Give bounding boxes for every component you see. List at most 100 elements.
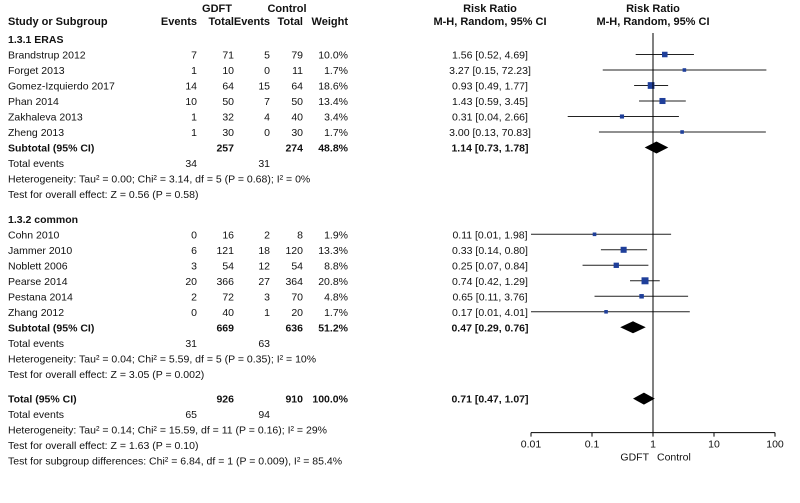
pooled-weight: 100.0% [312,394,348,406]
study-events-gdft: 20 [185,276,197,288]
study-ci-text: 1.56 [0.52, 4.69] [452,50,528,62]
study-events-gdft: 0 [191,307,197,319]
total-events-control: 94 [258,409,270,421]
study-name: Jammer 2010 [8,245,72,257]
study-weight: 3.4% [324,112,348,124]
study-weight: 10.0% [318,50,348,62]
study-total-gdft: 30 [222,127,234,139]
effect-square [592,232,597,237]
study-ci-text: 0.25 [0.07, 0.84] [452,260,528,272]
study-total-control: 54 [291,260,303,272]
effect-square [659,97,666,105]
header-events1: Events [161,16,197,28]
header-rr-title-text: Risk Ratio [463,3,517,15]
overall-effect-text: Test for overall effect: Z = 3.05 (P = 0… [8,369,204,381]
heterogeneity-text: Heterogeneity: Tau² = 0.04; Chi² = 5.59,… [8,353,316,365]
total-events-gdft: 65 [185,409,197,421]
total-events-label: Total events [8,158,64,170]
study-name: Zhang 2012 [8,307,64,319]
study-total-control: 8 [297,229,303,241]
study-weight: 1.7% [324,127,348,139]
study-name: Phan 2014 [8,96,59,108]
study-total-gdft: 50 [222,96,234,108]
header-method-text: M-H, Random, 95% CI [433,16,546,28]
header-group2: Control [267,3,306,15]
study-weight: 4.8% [324,291,348,303]
study-total-control: 30 [291,127,303,139]
study-total-control: 40 [291,112,303,124]
study-name: Gomez-Izquierdo 2017 [8,81,115,93]
study-weight: 13.3% [318,245,348,257]
study-total-gdft: 72 [222,291,234,303]
study-ci-text: 0.31 [0.04, 2.66] [452,112,528,124]
effect-square [662,51,668,58]
pooled-ci-text: 0.47 [0.29, 0.76] [451,322,528,334]
study-name: Cohn 2010 [8,229,60,241]
study-total-control: 120 [285,245,303,257]
pooled-diamond [632,392,655,405]
pooled-total-control: 636 [285,322,303,334]
study-name: Pestana 2014 [8,291,73,303]
study-events-control: 27 [258,276,270,288]
study-ci-text: 3.00 [0.13, 70.83] [449,127,531,139]
study-ci-text: 0.74 [0.42, 1.29] [452,276,528,288]
pooled-diamond [620,321,646,334]
study-name: Zakhaleva 2013 [8,112,83,124]
heterogeneity-text: Heterogeneity: Tau² = 0.00; Chi² = 3.14,… [8,174,310,186]
heterogeneity-text: Heterogeneity: Tau² = 0.14; Chi² = 15.59… [8,425,327,437]
text-layer: GDFT Control Risk Ratio Risk Ratio Study or … [8,3,784,468]
effect-square [680,130,684,134]
study-events-control: 3 [264,291,270,303]
header-rr-title-plot: Risk Ratio [626,3,680,15]
study-total-gdft: 10 [222,65,234,77]
total-events-label: Total events [8,409,64,421]
study-ci-text: 0.93 [0.49, 1.77] [452,81,528,93]
study-total-gdft: 54 [222,260,234,272]
pooled-weight: 48.8% [318,143,348,155]
effect-square [647,82,655,89]
study-name: Forget 2013 [8,65,65,77]
study-events-gdft: 1 [191,127,197,139]
effect-square [613,262,619,268]
pooled-total-control: 910 [285,394,303,406]
study-total-gdft: 366 [216,276,234,288]
study-events-control: 18 [258,245,270,257]
study-ci-text: 1.43 [0.59, 3.45] [452,96,528,108]
study-events-control: 7 [264,96,270,108]
study-total-control: 364 [285,276,303,288]
study-events-control: 2 [264,229,270,241]
study-ci-text: 0.11 [0.01, 1.98] [452,229,527,241]
study-events-gdft: 0 [191,229,197,241]
effect-square [641,277,649,285]
study-total-control: 79 [291,50,303,62]
study-events-control: 4 [264,112,270,124]
study-events-control: 15 [258,81,270,93]
effect-square [619,114,625,119]
study-total-control: 20 [291,307,303,319]
study-weight: 20.8% [318,276,348,288]
study-weight: 1.7% [324,65,348,77]
pooled-total-gdft: 669 [216,322,234,334]
overall-effect-text: Test for overall effect: Z = 1.63 (P = 0… [8,440,198,452]
study-ci-text: 0.17 [0.01, 4.01] [452,307,528,319]
study-total-control: 64 [291,81,303,93]
pooled-label: Subtotal (95% CI) [8,322,94,334]
study-ci-text: 0.33 [0.14, 0.80] [452,245,528,257]
study-events-gdft: 10 [185,96,197,108]
pooled-label: Subtotal (95% CI) [8,143,94,155]
study-events-control: 1 [264,307,270,319]
study-events-gdft: 6 [191,245,197,257]
study-events-control: 5 [264,50,270,62]
study-name: Brandstrup 2012 [8,50,86,62]
study-events-gdft: 7 [191,50,197,62]
header-events2: Events [234,16,270,28]
study-total-control: 70 [291,291,303,303]
favours-gdft-label: GDFT [620,452,649,464]
pooled-total-gdft: 257 [216,143,234,155]
study-events-control: 12 [258,260,270,272]
x-tick-label: 100 [766,439,784,451]
study-weight: 1.7% [324,307,348,319]
pooled-total-gdft: 926 [216,394,234,406]
pooled-total-control: 274 [285,143,303,155]
effect-square [604,310,608,314]
